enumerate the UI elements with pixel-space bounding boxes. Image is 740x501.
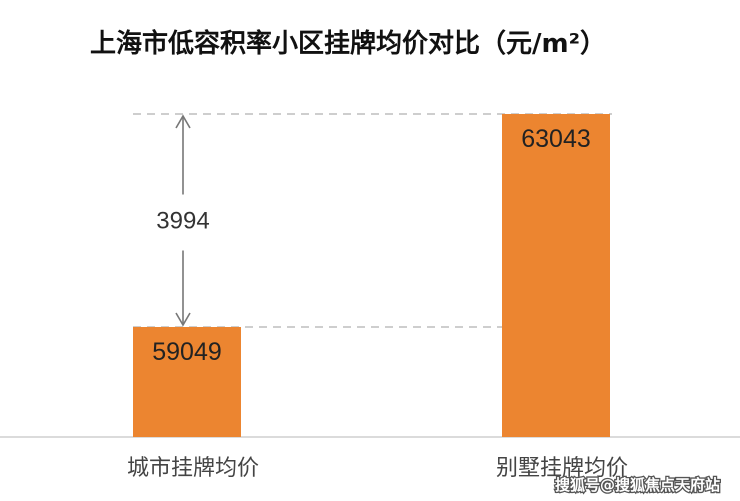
difference-label: 3994 [156, 208, 209, 235]
difference-arrow [175, 114, 191, 327]
bar-value-label-city: 59049 [152, 338, 222, 366]
bar-city-average [133, 327, 241, 437]
arrow-head-up-icon [175, 114, 191, 129]
arrow-head-down-icon [175, 312, 191, 327]
chart-title: 上海市低容积率小区挂牌均价对比（元/m²） [90, 28, 606, 59]
category-label-villa: 别墅挂牌均价 [496, 456, 628, 481]
category-label-city: 城市挂牌均价 [127, 456, 259, 481]
bar-value-label-villa: 63043 [521, 125, 591, 153]
watermark: 搜狐号@搜狐焦点天府站 [555, 476, 720, 494]
bar-villa-average [502, 114, 610, 437]
